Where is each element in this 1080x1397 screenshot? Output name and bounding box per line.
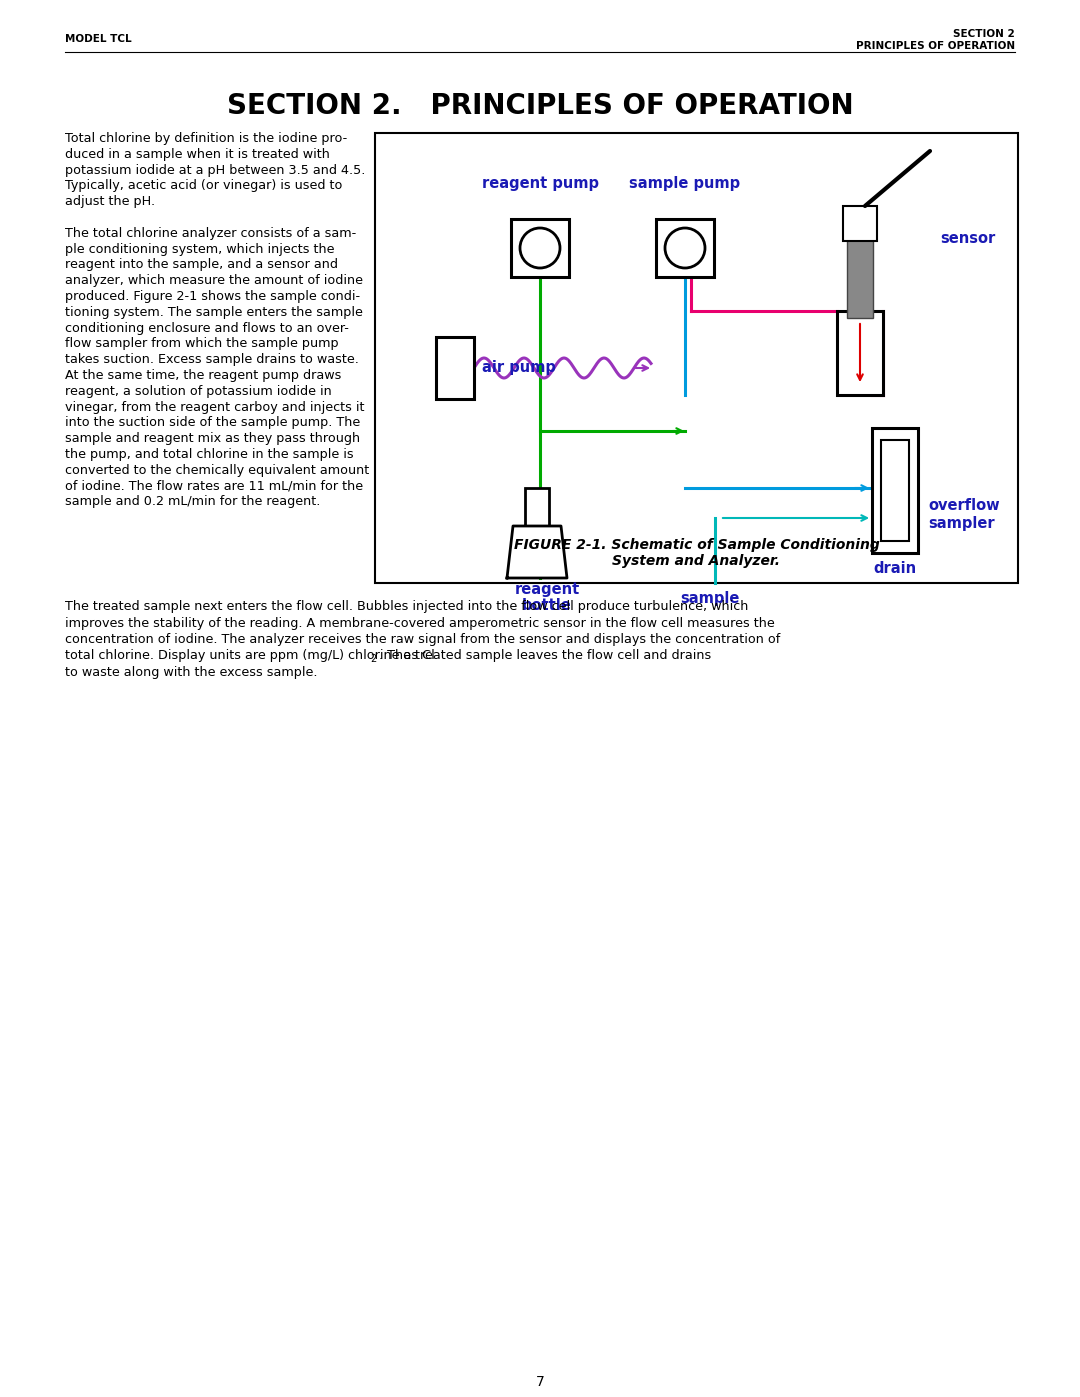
- Text: At the same time, the reagent pump draws: At the same time, the reagent pump draws: [65, 369, 341, 381]
- Text: vinegar, from the reagent carboy and injects it: vinegar, from the reagent carboy and inj…: [65, 401, 365, 414]
- Text: tioning system. The sample enters the sample: tioning system. The sample enters the sa…: [65, 306, 363, 319]
- Text: reagent, a solution of potassium iodide in: reagent, a solution of potassium iodide …: [65, 384, 332, 398]
- Text: MODEL TCL: MODEL TCL: [65, 34, 132, 43]
- Text: The treated sample next enters the flow cell. Bubbles injected into the flow cel: The treated sample next enters the flow …: [65, 599, 748, 613]
- Text: PRINCIPLES OF OPERATION: PRINCIPLES OF OPERATION: [855, 41, 1015, 52]
- Text: SECTION 2.   PRINCIPLES OF OPERATION: SECTION 2. PRINCIPLES OF OPERATION: [227, 92, 853, 120]
- Text: FIGURE 2-1. Schematic of Sample Conditioning: FIGURE 2-1. Schematic of Sample Conditio…: [514, 538, 879, 552]
- Bar: [436, 337, 474, 400]
- Text: . The treated sample leaves the flow cell and drains: . The treated sample leaves the flow cel…: [379, 650, 711, 662]
- Text: sensor: sensor: [940, 231, 996, 246]
- Text: the pump, and total chlorine in the sample is: the pump, and total chlorine in the samp…: [65, 448, 353, 461]
- Text: overflow: overflow: [928, 497, 1000, 513]
- Bar: [525, 488, 549, 527]
- Circle shape: [665, 228, 705, 268]
- Text: sample and reagent mix as they pass through: sample and reagent mix as they pass thro…: [65, 432, 360, 446]
- Text: into the suction side of the sample pump. The: into the suction side of the sample pump…: [65, 416, 361, 429]
- Text: of iodine. The flow rates are 11 mL/min for the: of iodine. The flow rates are 11 mL/min …: [65, 479, 363, 493]
- Text: sample pump: sample pump: [630, 176, 741, 191]
- Text: concentration of iodine. The analyzer receives the raw signal from the sensor an: concentration of iodine. The analyzer re…: [65, 633, 780, 645]
- Bar: [847, 211, 873, 319]
- Text: Typically, acetic acid (or vinegar) is used to: Typically, acetic acid (or vinegar) is u…: [65, 179, 342, 193]
- Circle shape: [519, 228, 561, 268]
- Text: 2: 2: [370, 654, 377, 664]
- Text: potassium iodide at a pH between 3.5 and 4.5.: potassium iodide at a pH between 3.5 and…: [65, 163, 365, 176]
- Bar: [656, 219, 714, 277]
- Text: conditioning enclosure and flows to an over-: conditioning enclosure and flows to an o…: [65, 321, 349, 335]
- Text: adjust the pH.: adjust the pH.: [65, 196, 156, 208]
- Bar: [843, 205, 877, 242]
- Text: 7: 7: [536, 1375, 544, 1389]
- Text: to waste along with the excess sample.: to waste along with the excess sample.: [65, 666, 318, 679]
- Text: sample: sample: [680, 591, 740, 606]
- Text: reagent: reagent: [514, 583, 580, 597]
- Polygon shape: [507, 527, 567, 578]
- Text: air pump: air pump: [482, 360, 556, 374]
- Bar: [375, 133, 1018, 583]
- Text: reagent pump: reagent pump: [482, 176, 598, 191]
- Text: analyzer, which measure the amount of iodine: analyzer, which measure the amount of io…: [65, 274, 363, 288]
- Text: Total chlorine by definition is the iodine pro-: Total chlorine by definition is the iodi…: [65, 131, 348, 145]
- Bar: [511, 219, 569, 277]
- Text: takes suction. Excess sample drains to waste.: takes suction. Excess sample drains to w…: [65, 353, 359, 366]
- Text: System and Analyzer.: System and Analyzer.: [612, 555, 781, 569]
- Text: sample and 0.2 mL/min for the reagent.: sample and 0.2 mL/min for the reagent.: [65, 496, 321, 509]
- Text: duced in a sample when it is treated with: duced in a sample when it is treated wit…: [65, 148, 329, 161]
- Text: ple conditioning system, which injects the: ple conditioning system, which injects t…: [65, 243, 335, 256]
- Text: drain: drain: [874, 562, 917, 576]
- Text: flow sampler from which the sample pump: flow sampler from which the sample pump: [65, 338, 339, 351]
- Text: SECTION 2: SECTION 2: [954, 29, 1015, 39]
- Text: total chlorine. Display units are ppm (mg/L) chlorine as Cl: total chlorine. Display units are ppm (m…: [65, 650, 435, 662]
- Text: sampler: sampler: [928, 515, 995, 531]
- Text: produced. Figure 2-1 shows the sample condi-: produced. Figure 2-1 shows the sample co…: [65, 291, 360, 303]
- Text: The total chlorine analyzer consists of a sam-: The total chlorine analyzer consists of …: [65, 226, 356, 240]
- Bar: [881, 440, 909, 541]
- Text: converted to the chemically equivalent amount: converted to the chemically equivalent a…: [65, 464, 369, 476]
- Bar: [872, 427, 918, 553]
- Text: bottle: bottle: [522, 598, 572, 613]
- Text: improves the stability of the reading. A membrane-covered amperometric sensor in: improves the stability of the reading. A…: [65, 616, 774, 630]
- Bar: [837, 312, 883, 395]
- Text: reagent into the sample, and a sensor and: reagent into the sample, and a sensor an…: [65, 258, 338, 271]
